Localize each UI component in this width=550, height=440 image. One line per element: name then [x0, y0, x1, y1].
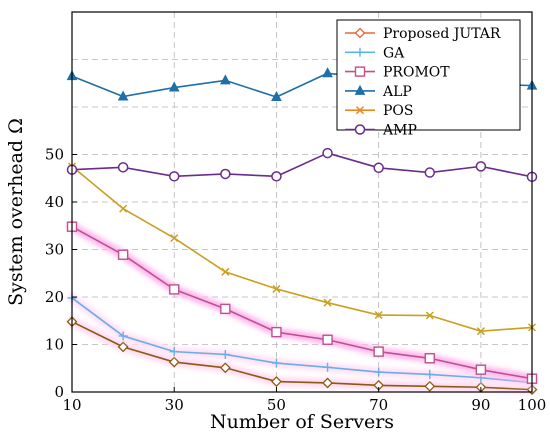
data-point-triangle	[354, 84, 366, 95]
y-tick-label: 50	[45, 146, 64, 164]
legend-entry: ALP	[345, 84, 412, 100]
series-line	[71, 225, 533, 380]
data-point-x	[272, 284, 281, 293]
data-point-triangle	[220, 74, 231, 85]
legend-entry: PROMOT	[345, 65, 450, 81]
data-point-plus	[220, 349, 230, 359]
legend-box	[336, 19, 521, 131]
y-tick-label: 40	[45, 193, 64, 211]
data-point-triangle	[168, 81, 180, 92]
data-point-x	[476, 327, 485, 336]
data-point-circle	[168, 171, 180, 182]
data-point-plus	[169, 347, 179, 357]
data-point-diamond	[219, 362, 231, 374]
y-tick-label: 10	[45, 336, 64, 354]
data-point-circle	[373, 162, 384, 174]
legend-entry: GA	[345, 45, 405, 61]
data-point-square	[354, 66, 366, 77]
series-line	[71, 320, 533, 391]
x-tick-label: 70	[369, 396, 388, 414]
data-point-diamond	[117, 341, 129, 353]
series-pos	[67, 162, 537, 336]
x-tick-label: 90	[471, 396, 490, 414]
legend-label: AMP	[382, 123, 417, 139]
y-tick-label: 0	[54, 383, 64, 401]
data-point-square	[475, 364, 487, 375]
x-tick-label: 100	[518, 396, 547, 414]
legend-label: ALP	[382, 84, 412, 100]
data-point-square	[169, 284, 180, 295]
x-tick-label: 30	[165, 396, 184, 414]
data-point-square	[117, 249, 129, 260]
x-tick-label: 10	[62, 396, 81, 414]
data-point-square	[271, 326, 282, 338]
series-group	[66, 67, 538, 396]
y-tick-label: 30	[45, 241, 64, 259]
series-line	[71, 297, 533, 384]
legend-label: PROMOT	[383, 65, 450, 81]
data-point-circle	[322, 147, 333, 159]
data-point-circle	[117, 162, 129, 173]
series-proposed-jutar	[66, 316, 538, 396]
data-point-plus	[425, 369, 435, 379]
x-axis-label: Number of Servers	[210, 411, 394, 433]
legend: Proposed JUTAR GA PROMOT ALP POS AMP	[336, 19, 521, 139]
x-tick-label: 50	[267, 396, 286, 414]
data-point-plus	[271, 358, 281, 368]
series-amp	[66, 147, 538, 183]
data-point-diamond	[354, 27, 366, 39]
data-point-triangle	[322, 67, 333, 78]
series-line	[71, 152, 533, 178]
data-point-diamond	[322, 377, 333, 389]
data-point-plus	[118, 331, 128, 341]
data-point-triangle	[117, 90, 129, 101]
data-point-circle	[354, 124, 366, 135]
legend-label: POS	[383, 103, 414, 119]
series-line	[71, 165, 533, 333]
data-point-diamond	[271, 376, 282, 387]
data-point-x	[323, 298, 332, 307]
data-point-x	[119, 204, 128, 213]
data-point-plus	[374, 367, 384, 377]
legend-entry: Proposed JUTAR	[345, 26, 501, 42]
data-point-diamond	[424, 380, 436, 392]
data-point-x	[221, 267, 230, 276]
data-point-x	[355, 106, 365, 115]
data-point-x	[425, 311, 434, 320]
data-point-square	[220, 303, 231, 315]
legend-label: Proposed JUTAR	[383, 26, 501, 42]
data-point-circle	[424, 167, 436, 178]
data-point-square	[322, 334, 333, 345]
data-point-plus	[323, 362, 333, 372]
data-point-diamond	[168, 356, 180, 368]
data-point-square	[424, 353, 435, 364]
data-point-circle	[220, 168, 231, 180]
y-axis-label: System overhead Ω	[5, 118, 27, 306]
data-point-circle	[475, 161, 487, 172]
legend-entry: AMP	[345, 123, 417, 139]
y-tick-label: 20	[45, 288, 64, 306]
legend-label: GA	[383, 45, 405, 61]
data-point-x	[170, 234, 179, 243]
data-point-plus	[355, 47, 365, 57]
data-point-x	[374, 311, 383, 320]
series-promot	[66, 221, 538, 384]
data-point-triangle	[271, 90, 282, 102]
data-point-square	[373, 346, 384, 357]
data-point-circle	[271, 171, 282, 182]
legend-entry: POS	[345, 103, 414, 119]
